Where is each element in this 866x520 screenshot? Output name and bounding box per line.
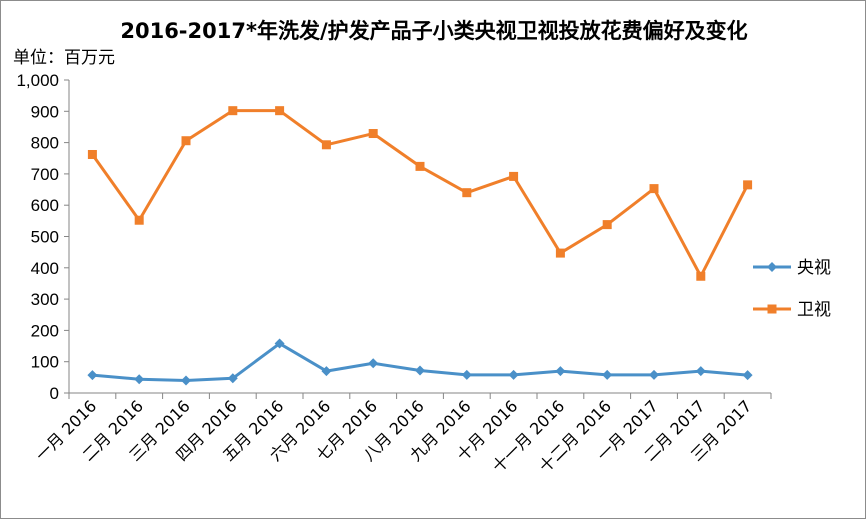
y-tick-label: 900 xyxy=(31,102,59,121)
legend-label: 央视 xyxy=(797,258,831,278)
data-point xyxy=(181,136,191,146)
data-point xyxy=(274,338,285,349)
y-tick-label: 600 xyxy=(31,196,59,215)
y-tick-label: 400 xyxy=(31,259,59,278)
data-point xyxy=(649,369,659,380)
data-point xyxy=(602,220,612,230)
y-tick-label: 800 xyxy=(31,134,59,153)
y-tick-label: 100 xyxy=(31,353,59,372)
data-point xyxy=(368,129,378,139)
y-tick-label: 300 xyxy=(31,290,59,309)
data-point xyxy=(509,171,519,181)
data-point xyxy=(321,140,331,150)
chart-title: 2016-2017*年洗发/护发产品子小类央视卫视投放花费偏好及变化 xyxy=(120,19,748,43)
data-point xyxy=(321,366,332,377)
data-point xyxy=(508,369,519,380)
data-point xyxy=(461,369,472,380)
data-point xyxy=(462,188,472,198)
legend-label: 卫视 xyxy=(797,300,831,320)
data-point xyxy=(87,370,98,381)
data-point xyxy=(228,106,238,116)
data-point xyxy=(555,248,565,258)
series-line-2 xyxy=(91,109,749,278)
y-tick-label: 0 xyxy=(50,384,59,403)
data-point xyxy=(368,358,379,369)
data-point xyxy=(415,365,425,376)
data-point xyxy=(181,375,191,386)
data-point xyxy=(134,215,144,225)
data-point xyxy=(555,366,566,377)
data-point xyxy=(87,149,97,159)
data-point xyxy=(695,366,706,377)
data-point xyxy=(275,106,285,116)
data-point xyxy=(415,161,425,171)
legend-marker xyxy=(767,304,777,314)
data-point xyxy=(649,184,659,194)
unit-label: 单位：百万元 xyxy=(13,48,115,68)
data-point xyxy=(227,373,238,384)
legend-marker xyxy=(767,262,777,272)
data-point xyxy=(696,271,706,281)
data-point xyxy=(742,370,753,381)
y-tick-label: 200 xyxy=(31,321,59,340)
y-tick-label: 1,000 xyxy=(16,71,59,90)
data-point xyxy=(743,180,753,190)
data-point xyxy=(602,369,613,380)
data-point xyxy=(134,374,145,385)
y-tick-label: 500 xyxy=(31,228,59,247)
y-tick-label: 700 xyxy=(31,165,59,184)
